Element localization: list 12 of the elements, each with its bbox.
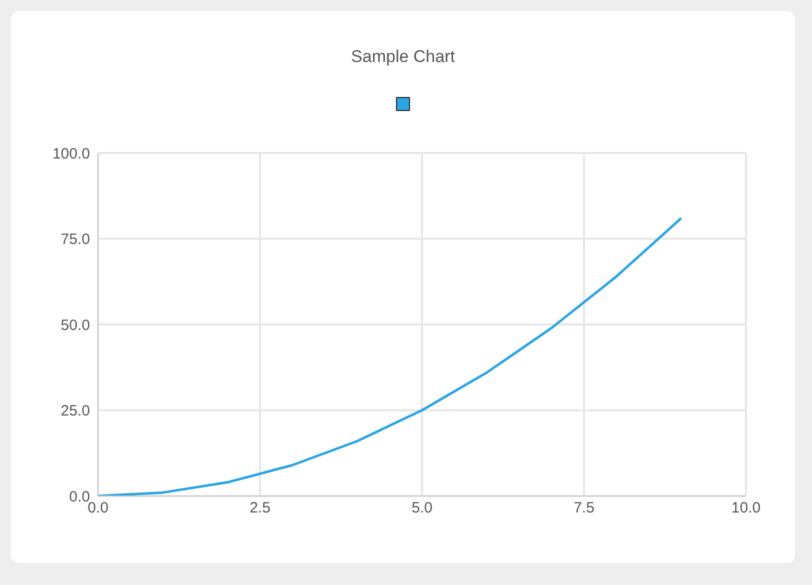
x-tick-label: 2.5 bbox=[250, 500, 270, 517]
chart-title: Sample Chart bbox=[350, 47, 456, 67]
x-tick-label: 10.0 bbox=[731, 500, 761, 517]
y-tick-label: 25.0 bbox=[60, 402, 90, 420]
y-tick-label: 50.0 bbox=[60, 316, 90, 334]
x-tick-label: 7.5 bbox=[574, 500, 594, 517]
x-tick-label: 5.0 bbox=[412, 500, 432, 517]
y-tick-label: 0.0 bbox=[69, 488, 90, 506]
y-tick-label: 75.0 bbox=[60, 231, 90, 248]
line-series bbox=[98, 216, 682, 496]
x-tick-label: 0.0 bbox=[88, 500, 108, 517]
y-tick-label: 100.0 bbox=[52, 145, 90, 162]
